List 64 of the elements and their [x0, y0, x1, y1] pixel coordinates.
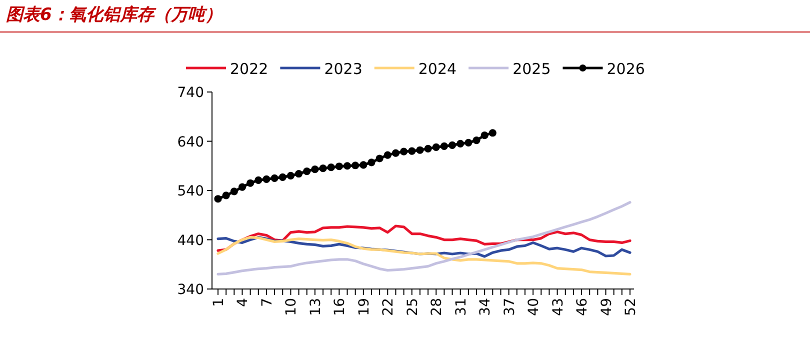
x-tick-label: 19	[356, 298, 372, 316]
point	[360, 161, 368, 169]
point	[214, 195, 222, 203]
point	[246, 179, 254, 187]
point	[456, 140, 464, 148]
point	[343, 162, 352, 170]
y-tick-label: 640	[177, 134, 204, 150]
point	[440, 142, 448, 150]
x-tick-label: 31	[453, 298, 470, 316]
x-tick-label: 7	[259, 298, 276, 307]
x-tick-label: 49	[598, 298, 615, 316]
point	[400, 148, 408, 156]
point	[286, 172, 295, 180]
point	[352, 162, 360, 170]
point	[230, 188, 238, 196]
legend-label: 2024	[418, 60, 457, 78]
legend-label: 2026	[606, 60, 645, 78]
point	[464, 138, 472, 147]
chart-title: 图表6：氧化铝库存（万吨）	[6, 5, 222, 25]
point	[319, 164, 327, 172]
point	[472, 136, 480, 144]
x-tick-label: 40	[526, 298, 542, 316]
x-tick-label: 43	[550, 298, 566, 316]
x-tick-label: 13	[308, 298, 324, 316]
point	[368, 158, 376, 166]
x-tick-label: 52	[623, 298, 639, 316]
point	[238, 183, 246, 191]
point	[294, 170, 303, 178]
point	[376, 154, 384, 162]
point	[278, 173, 286, 181]
point	[222, 192, 230, 200]
x-tick-label: 28	[429, 298, 446, 316]
x-tick-label: 22	[380, 298, 397, 316]
point	[335, 162, 343, 170]
x-tick-label: 16	[332, 298, 348, 316]
y-tick-label: 740	[177, 85, 204, 101]
point	[270, 174, 278, 182]
point	[480, 132, 488, 140]
point	[448, 141, 456, 149]
point	[432, 143, 440, 151]
point	[424, 144, 432, 152]
x-tick-label: 4	[235, 298, 252, 307]
legend-label: 2022	[230, 60, 268, 78]
y-tick-label: 440	[177, 232, 204, 249]
point	[488, 129, 496, 137]
point	[384, 151, 392, 159]
x-tick-label: 10	[284, 298, 300, 316]
point	[416, 146, 424, 154]
point	[392, 149, 400, 157]
point	[262, 175, 270, 183]
x-tick-label: 25	[404, 298, 421, 316]
point	[327, 164, 335, 172]
x-tick-label: 46	[574, 298, 591, 316]
x-tick-label: 37	[502, 298, 518, 316]
point	[254, 176, 262, 184]
legend-label: 2025	[512, 60, 551, 78]
x-tick-label: 34	[478, 298, 494, 316]
point	[408, 147, 416, 155]
legend-label: 2023	[324, 60, 362, 78]
x-tick-label: 1	[211, 298, 227, 307]
y-tick-label: 340	[177, 282, 204, 298]
point	[303, 167, 311, 176]
y-tick-label: 540	[177, 184, 204, 200]
point	[311, 166, 319, 174]
